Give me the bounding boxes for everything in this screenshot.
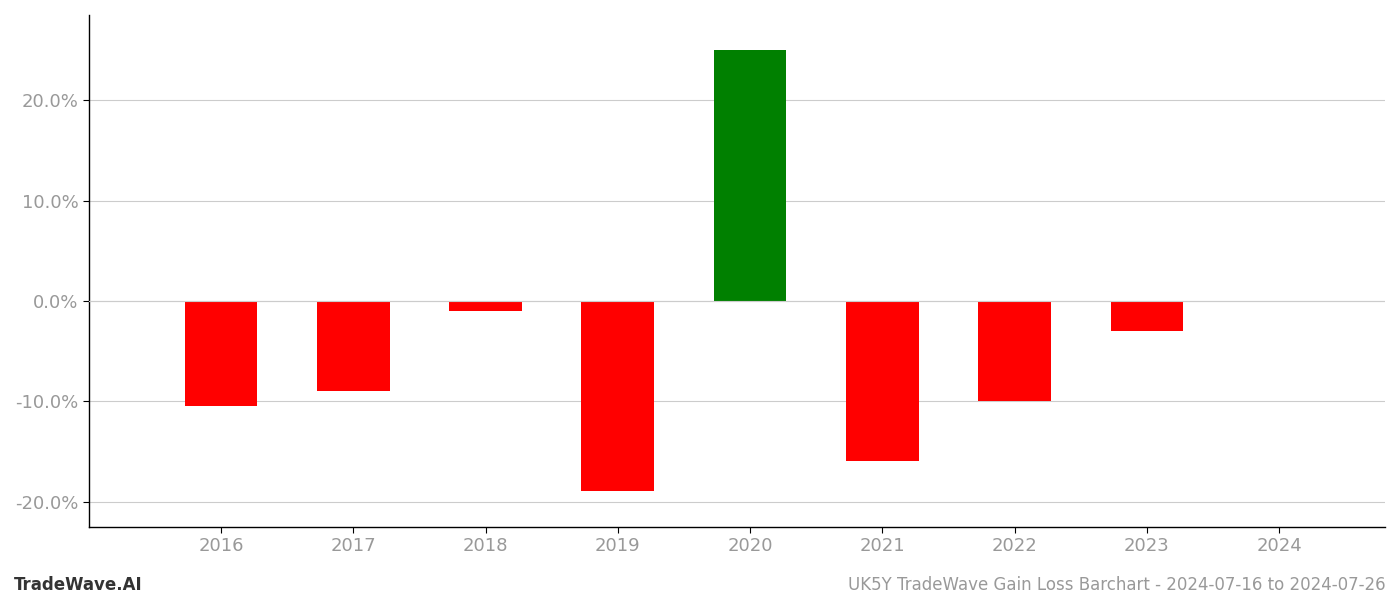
Bar [1110,301,1183,331]
Bar [185,301,258,406]
Bar [714,50,787,301]
Bar [316,301,389,391]
Bar [581,301,654,491]
Bar [846,301,918,461]
Text: TradeWave.AI: TradeWave.AI [14,576,143,594]
Bar [449,301,522,311]
Bar [979,301,1051,401]
Text: UK5Y TradeWave Gain Loss Barchart - 2024-07-16 to 2024-07-26: UK5Y TradeWave Gain Loss Barchart - 2024… [848,576,1386,594]
